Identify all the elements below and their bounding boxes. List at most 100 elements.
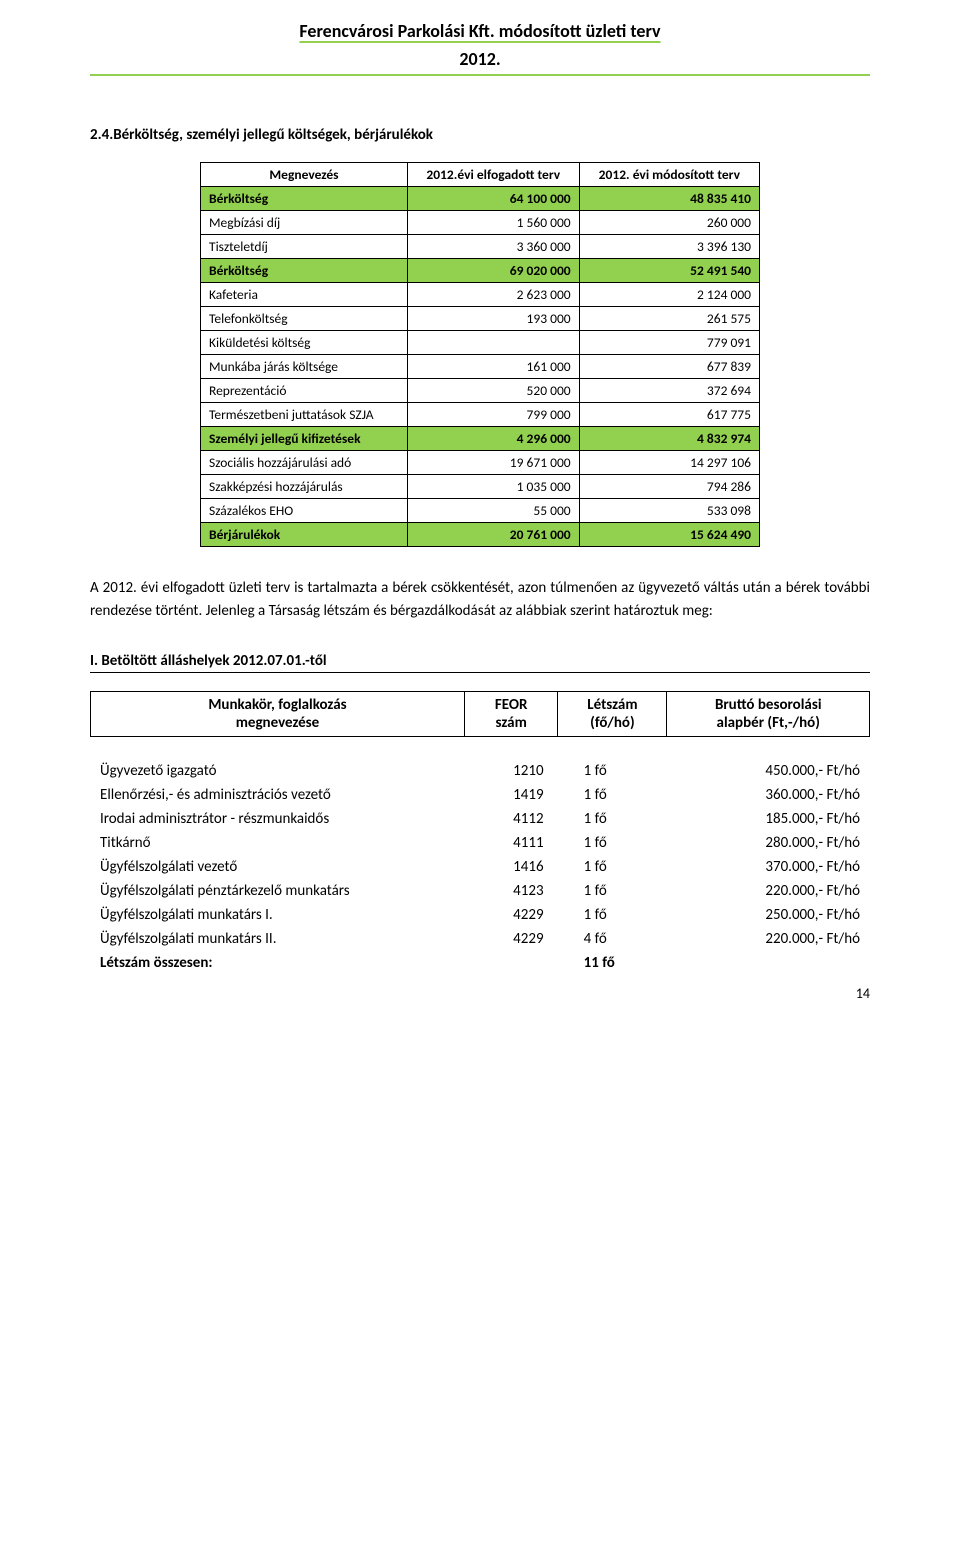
jobs-total-empty2 (667, 951, 870, 975)
jobs-col-name-line1: Munkakör, foglalkozás (208, 696, 346, 714)
costs-cell-value-a: 20 761 000 (407, 523, 579, 547)
costs-cell-label: Tiszteletdíj (201, 235, 408, 259)
table-row: Szociális hozzájárulási adó19 671 00014 … (201, 451, 760, 475)
job-salary: 220.000,- Ft/hó (667, 879, 870, 903)
table-row: Természetbeni juttatások SZJA799 000617 … (201, 403, 760, 427)
costs-cell-value-b: 779 091 (579, 331, 759, 355)
jobs-col-feor-line1: FEOR (495, 696, 528, 714)
costs-cell-value-a: 4 296 000 (407, 427, 579, 451)
job-salary: 360.000,- Ft/hó (667, 783, 870, 807)
costs-cell-value-a: 161 000 (407, 355, 579, 379)
costs-cell-value-b: 794 286 (579, 475, 759, 499)
costs-cell-label: Bérköltség (201, 259, 408, 283)
document-title: Ferencvárosi Parkolási Kft. módosított ü… (90, 20, 870, 42)
table-row: Ellenőrzési,- és adminisztrációs vezető1… (90, 783, 870, 807)
table-row: Bérköltség69 020 00052 491 540 (201, 259, 760, 283)
job-count: 1 fő (574, 807, 668, 831)
costs-cell-label: Bérköltség (201, 187, 408, 211)
job-name: Ügyfélszolgálati munkatárs I. (90, 903, 496, 927)
costs-cell-value-b: 261 575 (579, 307, 759, 331)
document-header: Ferencvárosi Parkolási Kft. módosított ü… (90, 20, 870, 76)
costs-cell-label: Személyi jellegű kifizetések (201, 427, 408, 451)
costs-cell-label: Kafeteria (201, 283, 408, 307)
costs-cell-value-b: 4 832 974 (579, 427, 759, 451)
jobs-col-feor-line2: szám (496, 714, 527, 732)
job-salary: 370.000,- Ft/hó (667, 855, 870, 879)
costs-cell-label: Szakképzési hozzájárulás (201, 475, 408, 499)
table-row: Megbízási díj1 560 000260 000 (201, 211, 760, 235)
table-row: Ügyfélszolgálati pénztárkezelő munkatárs… (90, 879, 870, 903)
jobs-col-salary: Bruttó besorolási alapbér (Ft,-/hó) (667, 692, 870, 737)
table-row: Irodai adminisztrátor - részmunkaidős411… (90, 807, 870, 831)
costs-cell-value-a: 19 671 000 (407, 451, 579, 475)
costs-cell-value-b: 48 835 410 (579, 187, 759, 211)
table-row: Személyi jellegű kifizetések4 296 0004 8… (201, 427, 760, 451)
costs-cell-label: Szociális hozzájárulási adó (201, 451, 408, 475)
table-row: Reprezentáció520 000372 694 (201, 379, 760, 403)
jobs-col-feor: FEOR szám (464, 692, 557, 737)
job-name: Ügyfélszolgálati vezető (90, 855, 496, 879)
costs-cell-label: Kiküldetési költség (201, 331, 408, 355)
costs-col-b: 2012. évi módosított terv (579, 163, 759, 187)
job-name: Ügyvezető igazgató (90, 759, 496, 783)
job-feor: 4229 (496, 927, 574, 951)
table-row: Ügyfélszolgálati munkatárs I.42291 fő250… (90, 903, 870, 927)
costs-cell-value-b: 372 694 (579, 379, 759, 403)
jobs-table: Ügyvezető igazgató12101 fő450.000,- Ft/h… (90, 759, 870, 975)
costs-cell-value-b: 2 124 000 (579, 283, 759, 307)
jobs-col-name: Munkakör, foglalkozás megnevezése (91, 692, 465, 737)
jobs-col-name-line2: megnevezése (236, 714, 320, 732)
job-count: 1 fő (574, 855, 668, 879)
costs-cell-value-a: 55 000 (407, 499, 579, 523)
costs-cell-value-b: 533 098 (579, 499, 759, 523)
job-feor: 4229 (496, 903, 574, 927)
job-salary: 250.000,- Ft/hó (667, 903, 870, 927)
job-name: Ügyfélszolgálati munkatárs II. (90, 927, 496, 951)
table-row: Kafeteria2 623 0002 124 000 (201, 283, 760, 307)
table-row: Ügyvezető igazgató12101 fő450.000,- Ft/h… (90, 759, 870, 783)
costs-cell-value-a: 3 360 000 (407, 235, 579, 259)
job-feor: 4111 (496, 831, 574, 855)
costs-cell-value-b: 260 000 (579, 211, 759, 235)
costs-cell-value-a: 193 000 (407, 307, 579, 331)
job-name: Irodai adminisztrátor - részmunkaidős (90, 807, 496, 831)
jobs-total-label: Létszám összesen: (90, 951, 496, 975)
costs-cell-label: Telefonköltség (201, 307, 408, 331)
costs-cell-value-b: 677 839 (579, 355, 759, 379)
costs-cell-value-b: 52 491 540 (579, 259, 759, 283)
table-row: Tiszteletdíj3 360 0003 396 130 (201, 235, 760, 259)
job-count: 1 fő (574, 903, 668, 927)
costs-cell-value-a: 2 623 000 (407, 283, 579, 307)
job-salary: 185.000,- Ft/hó (667, 807, 870, 831)
table-row: Kiküldetési költség 779 091 (201, 331, 760, 355)
jobs-col-count-line1: Létszám (587, 696, 637, 714)
costs-cell-label: Bérjárulékok (201, 523, 408, 547)
job-name: Ellenőrzési,- és adminisztrációs vezető (90, 783, 496, 807)
table-row: Ügyfélszolgálati vezető14161 fő370.000,-… (90, 855, 870, 879)
costs-cell-label: Munkába járás költsége (201, 355, 408, 379)
jobs-col-count-line2: (fő/hó) (590, 714, 635, 732)
job-count: 4 fő (574, 927, 668, 951)
jobs-total-count: 11 fő (574, 951, 668, 975)
table-row: Telefonköltség193 000261 575 (201, 307, 760, 331)
costs-cell-value-b: 14 297 106 (579, 451, 759, 475)
job-name: Titkárnő (90, 831, 496, 855)
costs-col-a: 2012.évi elfogadott terv (407, 163, 579, 187)
body-paragraph: A 2012. évi elfogadott üzleti terv is ta… (90, 577, 870, 622)
job-salary: 280.000,- Ft/hó (667, 831, 870, 855)
costs-cell-value-a: 520 000 (407, 379, 579, 403)
costs-cell-value-b: 617 775 (579, 403, 759, 427)
costs-cell-value-a (407, 331, 579, 355)
document-page: Ferencvárosi Parkolási Kft. módosított ü… (0, 0, 960, 1042)
costs-cell-label: Természetbeni juttatások SZJA (201, 403, 408, 427)
job-count: 1 fő (574, 879, 668, 903)
costs-cell-label: Százalékos EHO (201, 499, 408, 523)
job-feor: 1210 (496, 759, 574, 783)
costs-table: Megnevezés 2012.évi elfogadott terv 2012… (200, 162, 760, 547)
job-feor: 1419 (496, 783, 574, 807)
table-row: Munkába járás költsége161 000677 839 (201, 355, 760, 379)
costs-cell-value-b: 3 396 130 (579, 235, 759, 259)
table-row: Százalékos EHO55 000533 098 (201, 499, 760, 523)
job-salary: 220.000,- Ft/hó (667, 927, 870, 951)
costs-cell-label: Megbízási díj (201, 211, 408, 235)
